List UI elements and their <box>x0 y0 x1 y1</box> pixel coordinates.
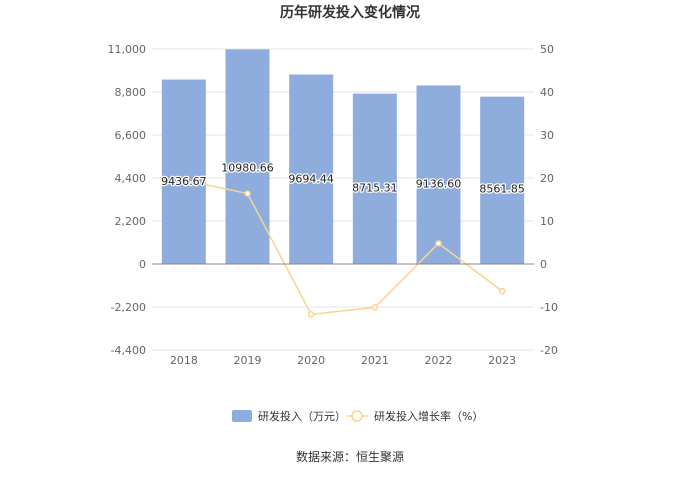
x-tick-label: 2019 <box>234 354 262 367</box>
bar-value-label: 9136.60 <box>416 178 462 191</box>
right-y-axis: 50 40 30 20 10 0 -10 -20 <box>540 43 558 357</box>
left-tick-label: 6,600 <box>115 129 147 142</box>
line-point <box>435 240 442 247</box>
legend: 研发投入（万元） 研发投入增长率（%） <box>232 409 483 423</box>
bar-value-label: 10980.66 <box>221 161 274 174</box>
bar-value-label: 8715.31 <box>352 181 398 194</box>
bar <box>480 96 525 264</box>
legend-line-label: 研发投入增长率（%） <box>374 409 483 423</box>
x-tick-label: 2022 <box>425 354 453 367</box>
x-tick-label: 2023 <box>488 354 516 367</box>
bar-value-label: 8561.85 <box>479 183 525 196</box>
bar <box>161 79 206 264</box>
line-point <box>180 176 188 184</box>
right-tick-label: 20 <box>540 172 554 185</box>
left-tick-label: 4,400 <box>115 172 147 185</box>
growth-line <box>183 179 503 316</box>
bar <box>352 93 397 264</box>
line-point <box>307 311 315 318</box>
bar <box>289 74 334 264</box>
left-y-axis: 11,000 8,800 6,600 4,400 2,200 0 -2,200 -4,400 <box>108 43 147 357</box>
bar-series <box>161 49 525 265</box>
bar-value-labels: 9436.67 10980.66 9694.44 8715.31 9136.60 8561… <box>160 160 526 197</box>
right-tick-label: 0 <box>540 258 547 271</box>
x-axis: 2018 2019 2020 2021 2022 2023 <box>152 263 534 367</box>
left-tick-label: -4,400 <box>111 344 146 357</box>
bar-value-label: 9694.44 <box>288 173 334 186</box>
right-tick-label: -20 <box>540 344 558 357</box>
grid-lines <box>152 48 534 351</box>
right-tick-label: 10 <box>540 215 554 228</box>
right-tick-label: -10 <box>540 301 558 314</box>
line-point <box>371 304 379 311</box>
left-tick-label: 0 <box>139 258 146 271</box>
bar <box>225 49 270 265</box>
x-tick-label: 2020 <box>297 354 325 367</box>
left-tick-label: 11,000 <box>108 43 147 56</box>
left-tick-label: -2,200 <box>111 301 146 314</box>
bar <box>416 85 461 265</box>
chart-title: 历年研发投入变化情况 <box>280 4 420 21</box>
left-tick-label: 8,800 <box>115 86 147 99</box>
x-tick-label: 2018 <box>170 354 198 367</box>
legend-bar-label: 研发投入（万元） <box>258 409 346 423</box>
right-tick-label: 30 <box>540 129 554 142</box>
legend-bar-swatch <box>232 410 252 422</box>
right-tick-label: 50 <box>540 43 554 56</box>
right-tick-label: 40 <box>540 86 554 99</box>
bar-value-label: 9436.67 <box>161 175 207 188</box>
line-point <box>244 190 251 197</box>
left-tick-label: 2,200 <box>115 215 147 228</box>
legend-line-marker <box>351 410 363 422</box>
x-tick-label: 2021 <box>361 354 389 367</box>
line-point <box>498 287 506 295</box>
line-series <box>180 176 506 318</box>
source-note: 数据来源：恒生聚源 <box>296 449 404 464</box>
